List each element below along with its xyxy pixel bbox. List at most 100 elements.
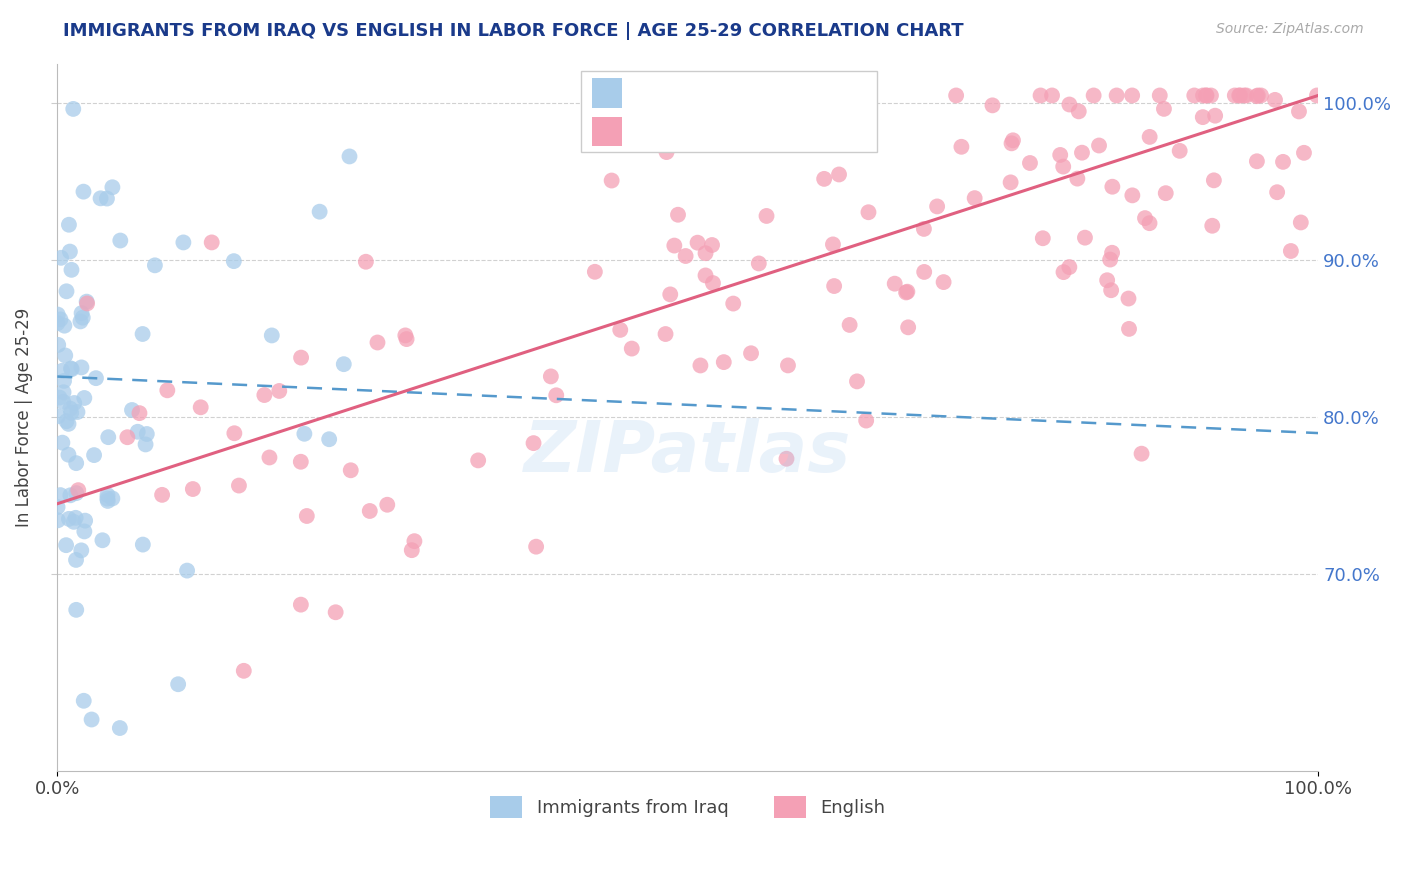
Point (49, 251, 72, 265)
Point (664, 238, 686, 252)
Point (84, 371, 107, 385)
Point (1246, 154, 1268, 169)
Point (96, 491, 118, 506)
Point (290, 598, 312, 612)
Point (1265, 185, 1288, 199)
Point (62, 515, 84, 529)
Point (1121, 188, 1143, 202)
Point (97, 494, 120, 508)
Point (156, 384, 179, 398)
Point (333, 357, 356, 371)
Point (51, 364, 73, 378)
Point (1289, 215, 1312, 229)
Point (55, 414, 77, 428)
Point (55, 538, 77, 552)
Point (1066, 171, 1088, 186)
Point (65, 553, 87, 567)
Point (855, 413, 877, 427)
Point (776, 359, 799, 373)
Point (1071, 145, 1094, 160)
Point (755, 209, 778, 223)
Point (1040, 88, 1063, 103)
Point (395, 332, 418, 346)
Point (70, 360, 93, 375)
Point (600, 173, 623, 187)
Point (53, 348, 76, 362)
Point (60, 362, 83, 376)
Point (73, 391, 96, 405)
Point (172, 235, 194, 250)
Point (49, 312, 72, 326)
Point (232, 664, 254, 678)
Point (583, 265, 606, 279)
Point (131, 326, 153, 341)
Point (740, 346, 762, 360)
Point (813, 172, 835, 186)
Point (894, 285, 917, 300)
Point (659, 287, 682, 301)
Point (46, 338, 69, 352)
Point (1088, 138, 1111, 153)
Point (666, 208, 689, 222)
Point (65, 456, 87, 470)
Point (308, 204, 330, 219)
Point (846, 375, 869, 389)
Point (702, 276, 724, 290)
Point (260, 328, 283, 343)
Point (897, 320, 920, 334)
Point (224, 426, 246, 441)
Point (55, 285, 77, 299)
Point (1059, 260, 1081, 274)
Point (65, 603, 87, 617)
Point (46, 308, 69, 322)
Point (69, 314, 91, 328)
Point (823, 279, 845, 293)
Point (1001, 133, 1024, 147)
Point (1195, 88, 1218, 103)
Point (654, 326, 676, 341)
Point (48, 391, 70, 405)
Point (181, 482, 204, 496)
Point (1095, 273, 1118, 287)
Point (1121, 88, 1143, 103)
Point (700, 238, 723, 252)
Point (59, 361, 82, 376)
Point (167, 677, 190, 691)
Point (1182, 88, 1205, 103)
Point (1292, 145, 1315, 160)
Point (96, 488, 118, 502)
Point (1204, 109, 1226, 123)
Point (72, 185, 94, 199)
Point (67, 483, 90, 498)
Point (883, 277, 905, 291)
Point (269, 384, 291, 398)
Point (1052, 265, 1074, 279)
Point (259, 450, 281, 465)
Point (1154, 186, 1177, 201)
Point (620, 342, 643, 356)
Point (1153, 102, 1175, 116)
Point (838, 318, 860, 332)
Point (58, 417, 80, 431)
Point (49, 488, 72, 502)
Point (70, 306, 93, 320)
Point (858, 205, 880, 219)
Point (90, 191, 112, 205)
Point (58, 512, 80, 526)
Point (1000, 175, 1022, 189)
Point (1029, 88, 1052, 103)
Point (228, 478, 250, 492)
Point (62, 102, 84, 116)
Point (46, 500, 69, 514)
Point (190, 401, 212, 415)
Point (1306, 88, 1329, 103)
Point (1199, 88, 1222, 103)
Point (401, 543, 423, 558)
Point (143, 258, 166, 272)
Text: Source: ZipAtlas.com: Source: ZipAtlas.com (1216, 22, 1364, 37)
Point (91, 533, 114, 548)
Point (1247, 88, 1270, 103)
Point (1059, 97, 1081, 112)
Point (1233, 88, 1256, 103)
Point (76, 296, 98, 310)
